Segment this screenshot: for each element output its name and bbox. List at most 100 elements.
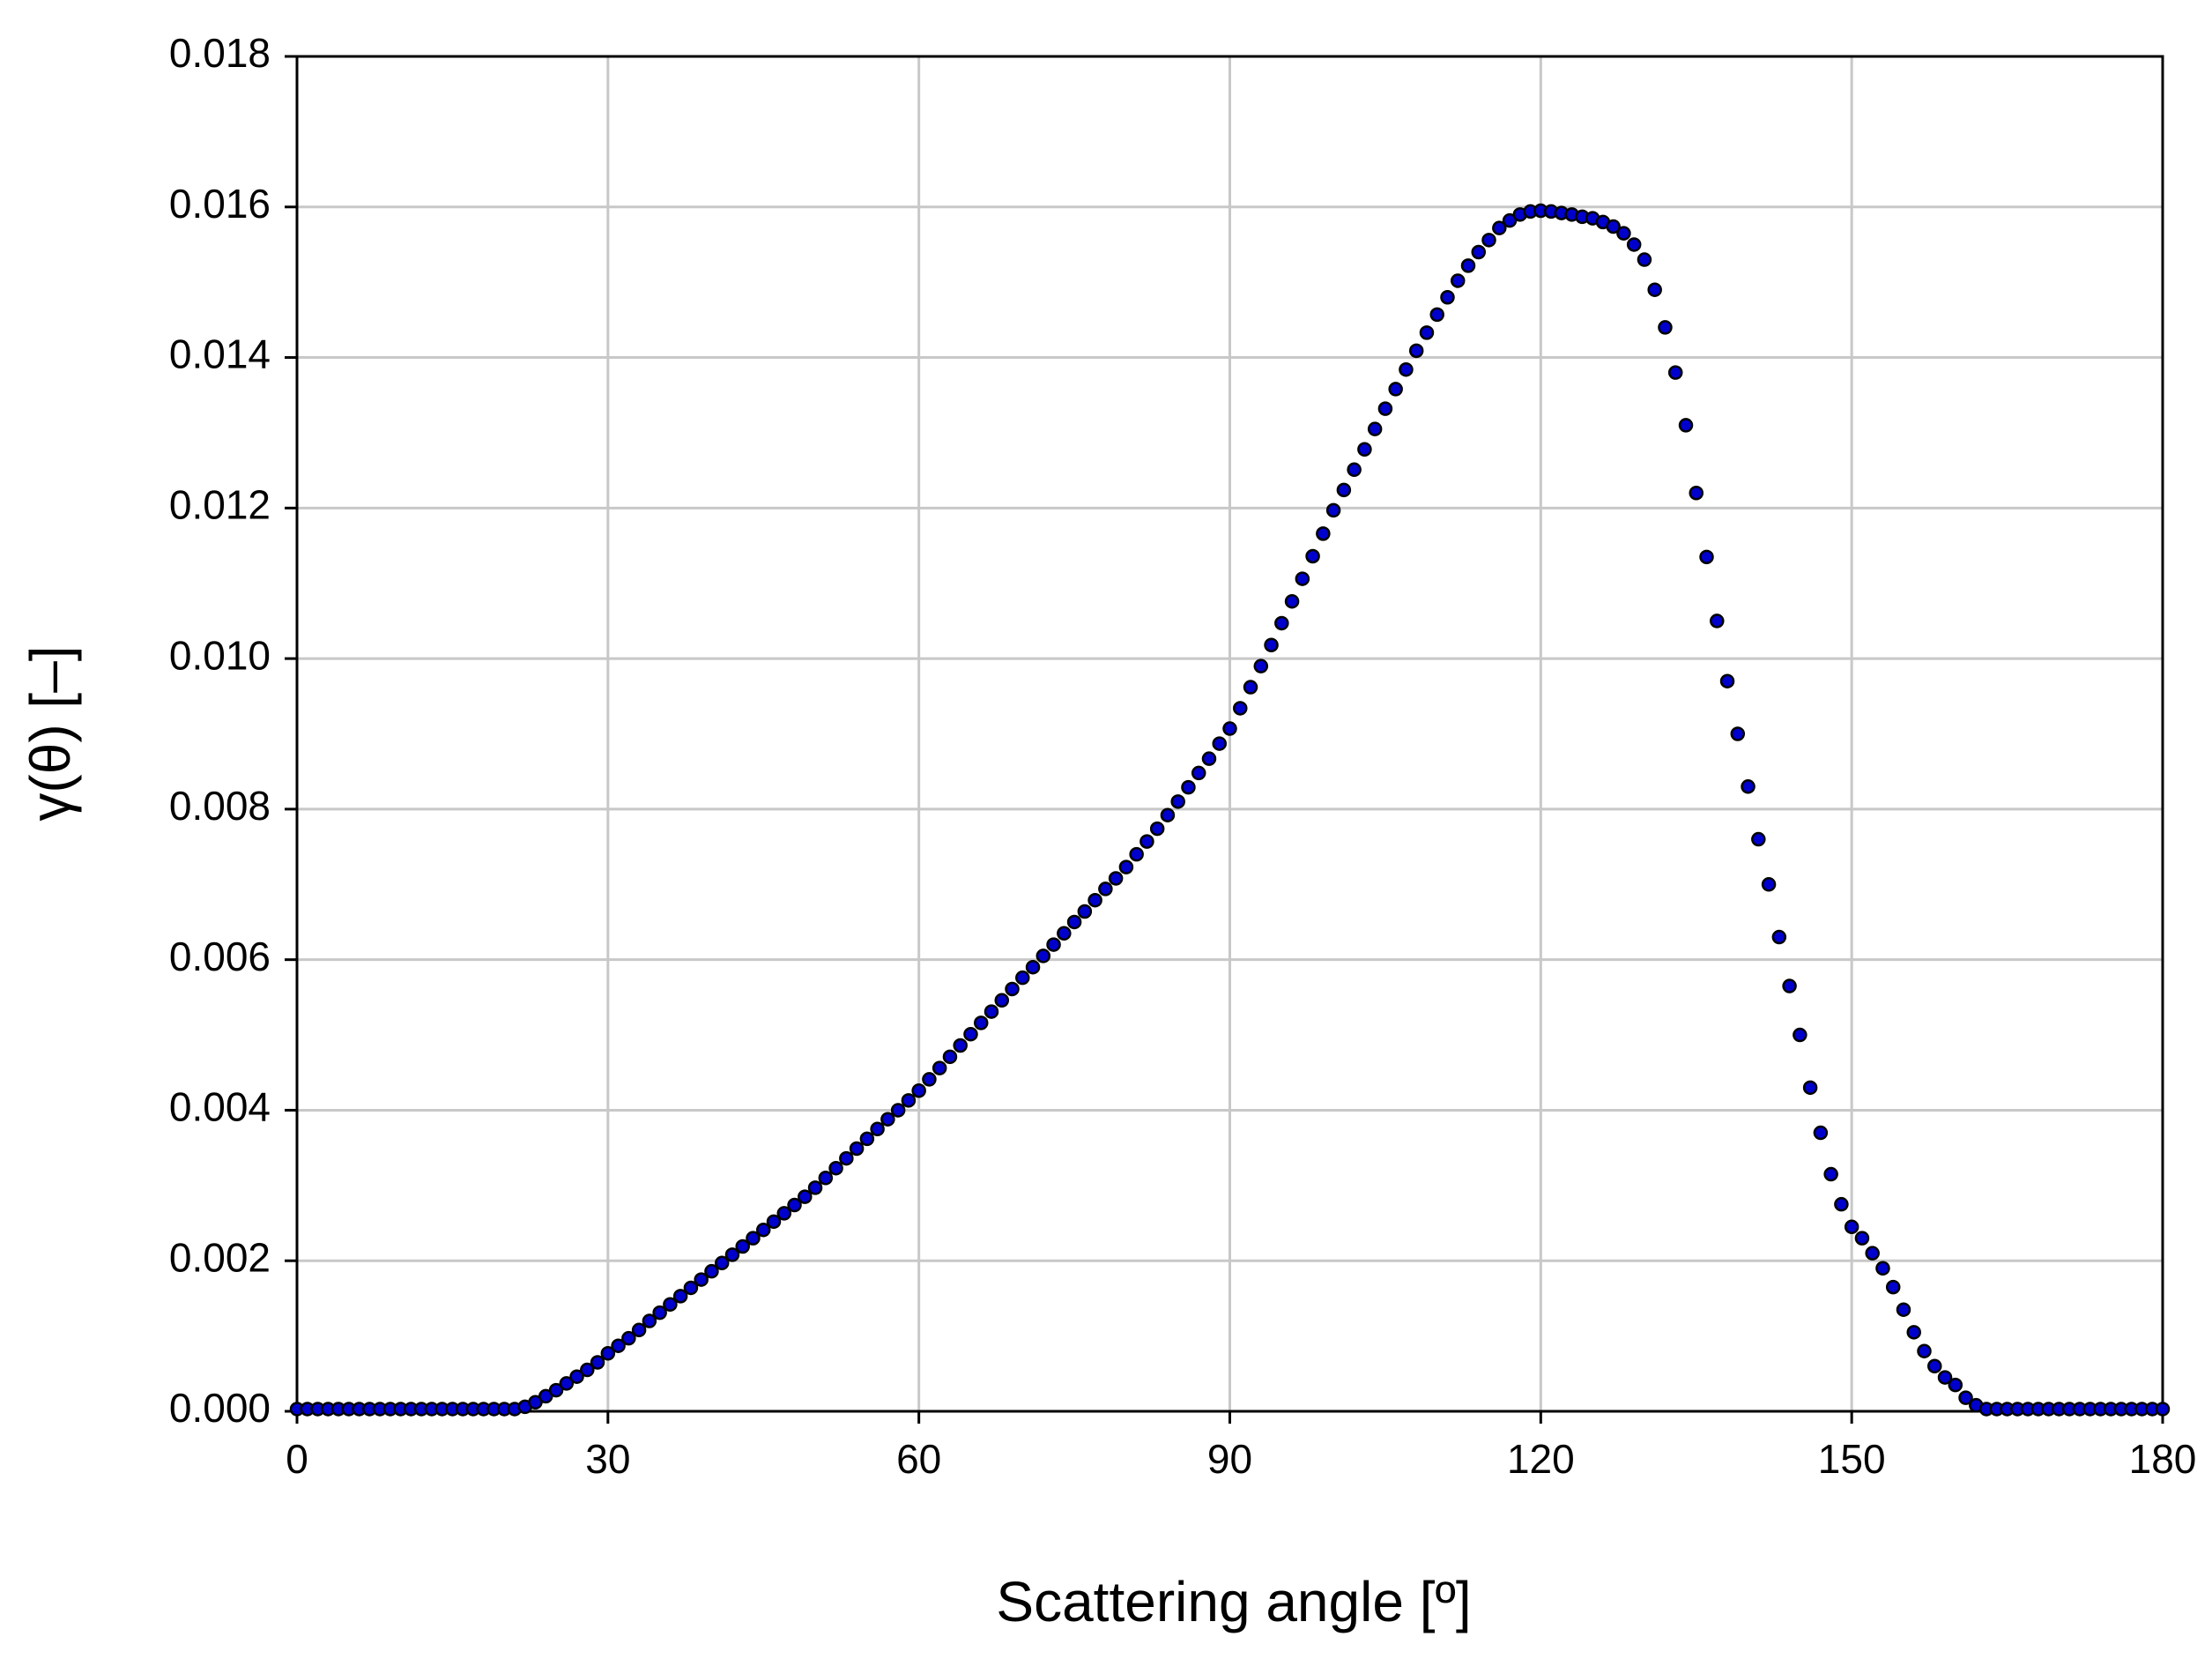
y-tick-label: 0.000 [169, 1385, 271, 1431]
y-axis-title: γ(θ) [–] [19, 645, 82, 821]
data-point [890, 1103, 906, 1118]
data-point [683, 1280, 699, 1296]
data-point [1460, 258, 1476, 273]
data-point [2155, 1402, 2171, 1417]
data-point [1699, 549, 1714, 565]
data-point [849, 1141, 865, 1157]
data-point [994, 993, 1010, 1008]
data-point [548, 1382, 564, 1398]
data-point [1357, 442, 1372, 457]
data-point [1066, 914, 1082, 930]
data-point [1325, 502, 1341, 518]
data-point [984, 1004, 999, 1019]
data-point [798, 1189, 813, 1204]
data-point [1502, 212, 1518, 228]
data-point [922, 1072, 937, 1087]
y-tick-label: 0.002 [169, 1234, 271, 1280]
data-point [1429, 307, 1444, 323]
data-point [1637, 252, 1652, 267]
data-point [1253, 658, 1269, 673]
data-point [1035, 949, 1051, 963]
data-point [766, 1214, 782, 1230]
data-point [1015, 970, 1030, 986]
data-point [1295, 571, 1310, 586]
data-point [1730, 726, 1746, 741]
data-point [1719, 673, 1735, 688]
data-point [704, 1263, 719, 1279]
data-point [828, 1160, 843, 1176]
data-point [1782, 978, 1797, 993]
y-tick-label: 0.012 [169, 481, 271, 527]
data-point [807, 1180, 823, 1195]
data-point [600, 1346, 616, 1361]
data-point [1305, 548, 1320, 564]
x-tick-label: 60 [896, 1436, 941, 1482]
data-point [1316, 526, 1331, 541]
y-tick-label: 0.008 [169, 783, 271, 829]
data-point [1896, 1302, 1911, 1317]
data-point [663, 1297, 678, 1312]
data-point [1751, 831, 1766, 847]
data-point [1025, 959, 1041, 975]
data-point [1854, 1231, 1870, 1246]
x-tick-label: 120 [1507, 1436, 1575, 1482]
data-point [538, 1388, 553, 1404]
data-point [1440, 289, 1455, 305]
data-point [1233, 701, 1248, 716]
data-point [1408, 343, 1424, 359]
data-point [1347, 462, 1362, 478]
y-tick-label: 0.004 [169, 1084, 271, 1130]
x-tick-label: 180 [2129, 1436, 2197, 1482]
data-point [1399, 361, 1414, 377]
data-point [1492, 220, 1507, 235]
data-point [1647, 282, 1662, 297]
data-point [1667, 365, 1683, 380]
data-point [1388, 382, 1403, 397]
y-tick-label: 0.006 [169, 934, 271, 979]
x-tick-label: 150 [1818, 1436, 1886, 1482]
data-point [621, 1330, 636, 1346]
data-point [1201, 751, 1217, 766]
data-point [1212, 736, 1227, 751]
data-point [1108, 871, 1124, 886]
data-point [1222, 721, 1237, 736]
data-point [1149, 821, 1165, 837]
data-point [942, 1049, 958, 1065]
data-point [1917, 1343, 1932, 1358]
data-point [1191, 765, 1206, 781]
x-tick-label: 30 [585, 1436, 630, 1482]
data-point [1793, 1027, 1807, 1043]
data-point [1087, 892, 1102, 908]
x-tick-label: 0 [286, 1436, 308, 1482]
data-point [1616, 226, 1631, 241]
data-point [953, 1038, 968, 1053]
data-point [631, 1322, 647, 1338]
data-point [1741, 779, 1755, 794]
data-point [1948, 1377, 1963, 1393]
data-point [642, 1313, 657, 1328]
y-tick-label: 0.016 [169, 181, 271, 227]
data-point [714, 1255, 730, 1271]
data-point [1367, 421, 1383, 436]
y-tick-label: 0.014 [169, 331, 271, 377]
data-point [1885, 1279, 1901, 1295]
data-point [932, 1060, 947, 1075]
data-point [1077, 904, 1093, 919]
data-point [724, 1247, 740, 1262]
data-point [1927, 1358, 1942, 1374]
data-point [1243, 680, 1258, 695]
data-point [1678, 418, 1694, 433]
data-point [694, 1272, 709, 1287]
plot-frame [295, 55, 2164, 1413]
data-point [901, 1093, 917, 1108]
data-point [1771, 929, 1787, 945]
data-point [1264, 637, 1279, 652]
data-point [1813, 1125, 1829, 1141]
data-point [1761, 877, 1777, 892]
data-point [1481, 233, 1496, 248]
data-point [1336, 482, 1352, 498]
data-point [652, 1305, 667, 1321]
data-point [1005, 981, 1020, 997]
data-point [1802, 1080, 1818, 1096]
